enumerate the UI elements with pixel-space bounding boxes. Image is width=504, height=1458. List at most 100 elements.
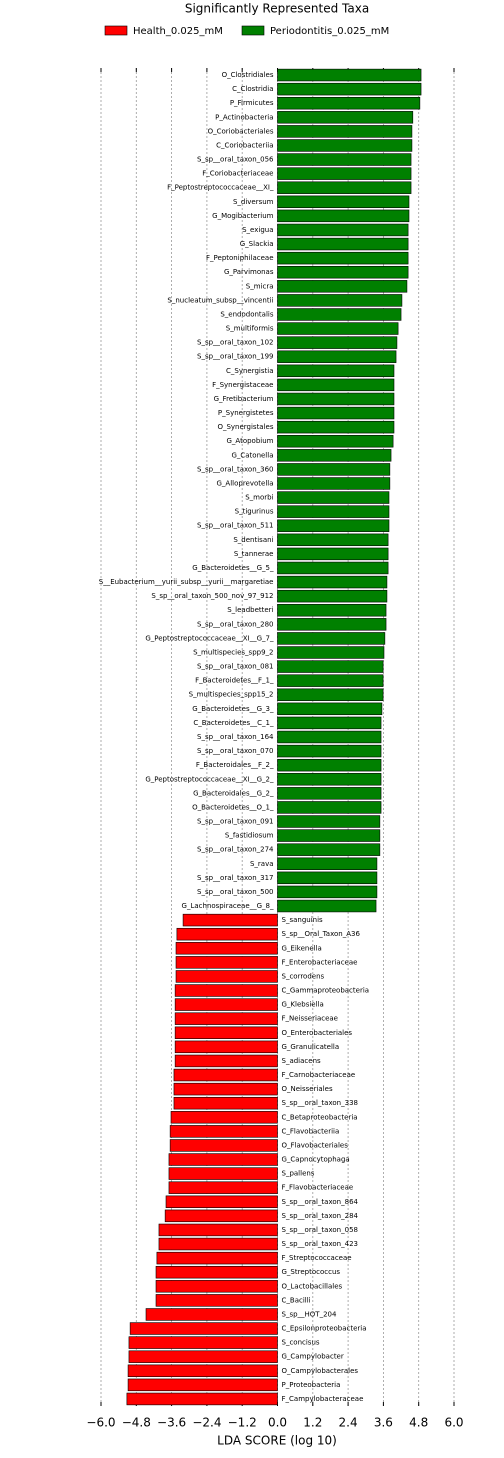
bar: [277, 575, 388, 589]
category-label: S_sp__oral_taxon_058: [282, 1226, 358, 1234]
bar: [277, 364, 395, 378]
bar: [277, 730, 382, 744]
bar: [277, 533, 389, 547]
bar: [168, 1167, 278, 1180]
category-label: O_Synergistales: [217, 423, 273, 431]
bar: [127, 1364, 278, 1378]
category-label: C_Epsilonproteobacteria: [282, 1325, 367, 1333]
bar: [277, 153, 412, 166]
bar: [277, 843, 381, 856]
bar: [277, 773, 382, 786]
bar: [277, 744, 382, 758]
category-label: O_Lactobacillales: [282, 1282, 343, 1290]
bar: [277, 237, 409, 251]
x-tick-label: −1.2: [228, 1416, 257, 1430]
category-label: S_sp__oral_taxon_056: [197, 156, 274, 164]
x-tick-label: −4.8: [122, 1416, 151, 1430]
bar: [277, 96, 421, 110]
category-label: S_leadbetteri: [227, 606, 273, 614]
bar: [277, 491, 390, 504]
category-label: S_sp__oral_taxon_317: [197, 874, 273, 882]
legend-swatch: [104, 25, 128, 36]
bar: [175, 942, 278, 955]
bar: [173, 1096, 278, 1110]
bar: [277, 871, 378, 885]
category-label: S_sp__oral_taxon_070: [197, 747, 273, 755]
bar: [277, 406, 395, 420]
bar: [277, 68, 422, 82]
category-label: S_multispecies_spp15_2: [189, 691, 274, 699]
category-label: S_sp__oral_taxon_511: [197, 522, 273, 530]
bar: [128, 1336, 278, 1349]
bar: [277, 632, 386, 645]
bar: [277, 378, 395, 392]
category-label: G_Lachnospiraceae__G_8_: [182, 902, 274, 910]
bar: [277, 392, 395, 406]
category-label: S_sp__oral_taxon_081: [197, 663, 273, 671]
bar: [277, 857, 378, 870]
category-label: S_rava: [250, 860, 274, 868]
legend-label: Health_0.025_mM: [133, 26, 223, 37]
bar: [174, 1054, 278, 1068]
category-label: S_pallens: [282, 1170, 315, 1178]
bar: [156, 1251, 278, 1265]
chart-title: Significantly Represented Taxa: [185, 2, 369, 16]
category-label: S_sp__HOT_204: [282, 1310, 337, 1318]
bar: [277, 195, 410, 209]
category-label: P_Synergistetes: [218, 409, 274, 417]
bar: [155, 1294, 278, 1307]
bar: [277, 82, 422, 96]
category-label: S_adiacens: [282, 1057, 322, 1065]
category-label: S_sp__oral_taxon_423: [282, 1240, 358, 1248]
bar: [173, 1068, 278, 1082]
bar: [277, 125, 413, 138]
x-axis-label: LDA SCORE (log 10): [217, 1434, 337, 1448]
category-label: S_sp__oral_taxon_274: [197, 846, 274, 854]
bar: [155, 1265, 278, 1279]
bar: [277, 604, 387, 617]
bar: [277, 505, 390, 518]
bar: [155, 1280, 278, 1293]
category-label: G_Alloprevotella: [216, 479, 273, 487]
bar: [277, 435, 394, 448]
bar: [277, 266, 409, 279]
category-label: C_Betaproteobacteria: [282, 1113, 358, 1121]
bar: [174, 984, 278, 997]
bar: [277, 336, 398, 349]
category-label: S_micra: [246, 282, 274, 290]
category-label: F_Peptoniphilaceae: [206, 254, 273, 262]
category-label: F_Carnobacteriaceae: [282, 1071, 356, 1079]
bar: [277, 322, 399, 335]
category-label: S_multiformis: [226, 325, 274, 333]
bar: [277, 280, 408, 293]
category-label: O_Flavobacteriales: [282, 1141, 349, 1149]
bar: [277, 181, 412, 194]
category-label: S_diversum: [233, 198, 274, 206]
bar: [277, 716, 382, 730]
category-label: G_Bacteroidetes__G_5_: [192, 564, 274, 572]
bar: [169, 1139, 278, 1152]
bar: [127, 1378, 278, 1392]
bar: [129, 1322, 278, 1335]
category-label: P_Firmicutes: [230, 99, 274, 107]
category-label: F_Neisseriaceae: [282, 1015, 338, 1023]
category-label: P_Actinobacteria: [215, 113, 273, 121]
bar: [277, 674, 384, 687]
category-label: O_Neisseriales: [282, 1085, 333, 1093]
bar: [277, 519, 390, 532]
bar: [277, 420, 395, 434]
bar: [277, 477, 391, 490]
bar: [277, 646, 385, 659]
category-label: S_tigurinus: [235, 508, 274, 516]
bar: [277, 660, 384, 673]
category-label: G_Streptococcus: [282, 1268, 341, 1276]
category-label: C_Coriobacteriia: [216, 141, 273, 149]
category-label: G_Catonella: [231, 451, 273, 459]
bar: [277, 294, 403, 307]
category-label: O_Bacteroidetes__O_1_: [192, 803, 274, 811]
category-label: S_sp__Oral_Taxon_A36: [282, 930, 361, 938]
category-label: P_Proteobacteria: [282, 1381, 341, 1389]
category-label: O_Clostridiales: [222, 71, 274, 79]
